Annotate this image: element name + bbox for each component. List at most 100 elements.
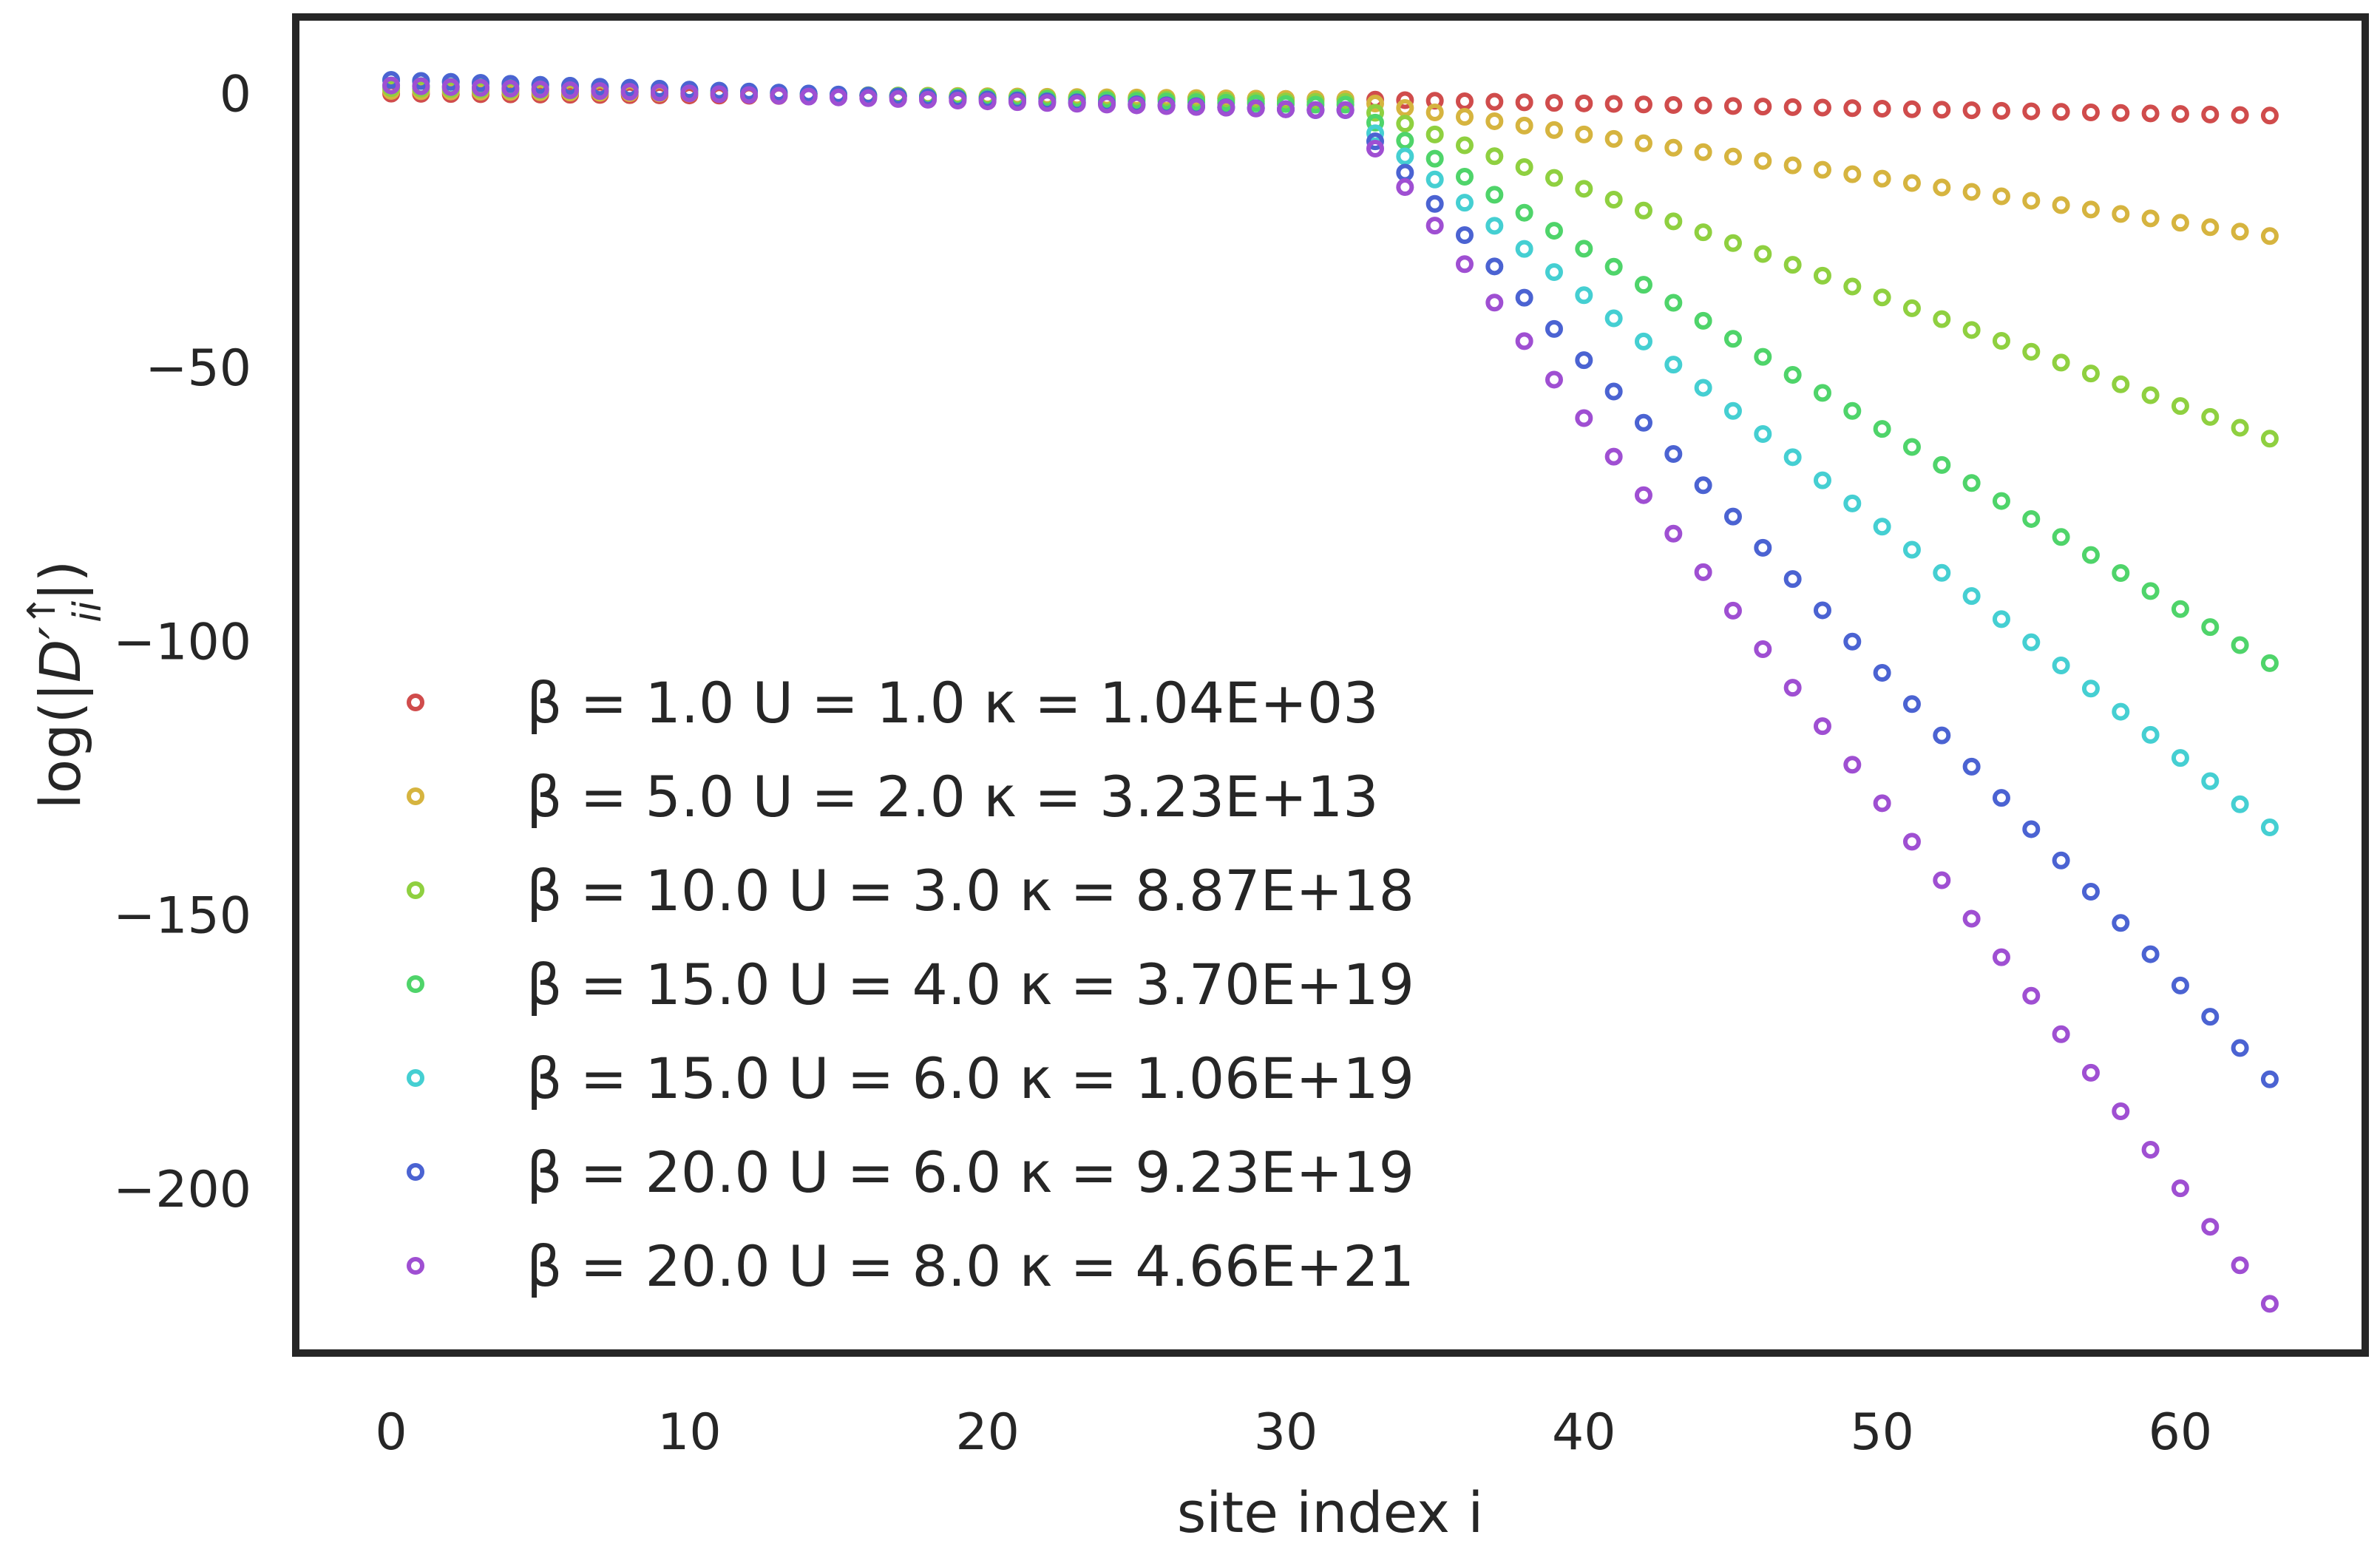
data-point bbox=[1723, 147, 1742, 166]
data-point bbox=[651, 84, 669, 102]
data-point bbox=[1485, 294, 1504, 312]
legend-marker bbox=[407, 1069, 424, 1087]
data-point bbox=[1396, 115, 1414, 133]
data-point bbox=[1754, 538, 1772, 557]
data-point bbox=[1425, 170, 1444, 189]
y-axis-label: log(|D′↑ii|) bbox=[20, 560, 110, 810]
data-point bbox=[889, 89, 907, 108]
data-point bbox=[919, 90, 938, 109]
x-axis-ticks: 0 10 20 30 40 50 60 bbox=[375, 1403, 2212, 1462]
data-point bbox=[1783, 156, 1802, 174]
data-point bbox=[1157, 97, 1176, 115]
data-point bbox=[2022, 509, 2041, 528]
legend-marker bbox=[407, 694, 424, 711]
data-point bbox=[2081, 104, 2100, 122]
data-point bbox=[1843, 494, 1862, 512]
data-point bbox=[1962, 757, 1981, 776]
data-point bbox=[1843, 632, 1862, 651]
data-point bbox=[1485, 257, 1504, 276]
data-point bbox=[1425, 125, 1444, 143]
data-point bbox=[1694, 223, 1712, 242]
data-point bbox=[1515, 93, 1533, 112]
data-point bbox=[2171, 214, 2189, 232]
data-point bbox=[2201, 772, 2220, 790]
x-tick-label: 50 bbox=[1850, 1403, 1914, 1462]
data-point bbox=[2081, 546, 2100, 564]
data-point bbox=[1992, 492, 2010, 510]
data-point bbox=[1455, 107, 1474, 126]
data-point bbox=[1933, 310, 1951, 328]
data-point bbox=[1575, 125, 1593, 143]
data-point bbox=[1485, 217, 1504, 235]
data-point bbox=[2231, 106, 2249, 124]
data-point bbox=[1396, 91, 1414, 109]
data-point bbox=[1843, 756, 1862, 774]
data-point bbox=[1664, 524, 1683, 543]
data-point bbox=[2231, 795, 2249, 813]
data-point bbox=[949, 91, 967, 109]
data-point bbox=[1634, 413, 1652, 432]
data-point bbox=[978, 92, 997, 111]
data-point bbox=[1128, 96, 1146, 115]
data-point bbox=[2022, 986, 2041, 1005]
data-point bbox=[472, 78, 490, 97]
data-point bbox=[1366, 139, 1384, 157]
data-point bbox=[1366, 95, 1384, 113]
data-point bbox=[1873, 169, 1891, 188]
data-point bbox=[1306, 101, 1325, 119]
data-point bbox=[2141, 209, 2160, 228]
data-point bbox=[1336, 101, 1355, 119]
data-point bbox=[1873, 420, 1891, 438]
data-point bbox=[2201, 407, 2220, 426]
data-point bbox=[2052, 528, 2070, 546]
data-point bbox=[1664, 445, 1683, 464]
data-point bbox=[2112, 375, 2130, 393]
data-point bbox=[2171, 976, 2189, 994]
data-point bbox=[1962, 321, 1981, 339]
legend-label: β = 20.0 U = 8.0 κ = 4.66E+21 bbox=[526, 1233, 1414, 1299]
data-point bbox=[1723, 234, 1742, 252]
data-point bbox=[1604, 257, 1623, 276]
data-point bbox=[1723, 97, 1742, 115]
data-point bbox=[1515, 116, 1533, 135]
legend-label: β = 15.0 U = 6.0 κ = 1.06E+19 bbox=[526, 1045, 1414, 1111]
data-point bbox=[1783, 448, 1802, 467]
data-point bbox=[2260, 430, 2279, 448]
data-point bbox=[2171, 1179, 2189, 1198]
data-point bbox=[1455, 194, 1474, 212]
data-point bbox=[2052, 851, 2070, 870]
data-point bbox=[1902, 438, 1921, 456]
data-point bbox=[2171, 397, 2189, 416]
data-point bbox=[501, 79, 520, 98]
data-point bbox=[1694, 379, 1712, 397]
data-point bbox=[1902, 695, 1921, 714]
y-tick-label: −100 bbox=[113, 613, 251, 671]
data-point bbox=[2081, 200, 2100, 219]
legend-marker bbox=[407, 1163, 424, 1181]
data-point bbox=[1992, 332, 2010, 350]
data-point bbox=[1992, 610, 2010, 628]
data-point bbox=[1933, 563, 1951, 582]
data-point bbox=[1604, 95, 1623, 113]
data-point bbox=[2141, 582, 2160, 600]
data-point bbox=[1515, 203, 1533, 222]
data-point bbox=[1485, 112, 1504, 130]
data-point bbox=[1425, 149, 1444, 168]
data-point bbox=[2022, 820, 2041, 838]
y-tick-label: 0 bbox=[220, 66, 251, 124]
data-point bbox=[1455, 92, 1474, 110]
data-point bbox=[1783, 679, 1802, 697]
data-points-layer bbox=[382, 71, 2279, 1313]
data-point bbox=[1694, 311, 1712, 330]
data-point bbox=[2052, 196, 2070, 214]
data-point bbox=[1754, 152, 1772, 170]
data-point bbox=[1873, 518, 1891, 536]
data-point bbox=[1933, 455, 1951, 474]
data-point bbox=[1664, 95, 1683, 114]
data-point bbox=[1664, 294, 1683, 312]
data-point bbox=[2052, 1025, 2070, 1043]
data-point bbox=[2112, 914, 2130, 932]
data-point bbox=[1873, 794, 1891, 813]
data-point bbox=[2171, 749, 2189, 767]
data-point bbox=[830, 88, 848, 106]
